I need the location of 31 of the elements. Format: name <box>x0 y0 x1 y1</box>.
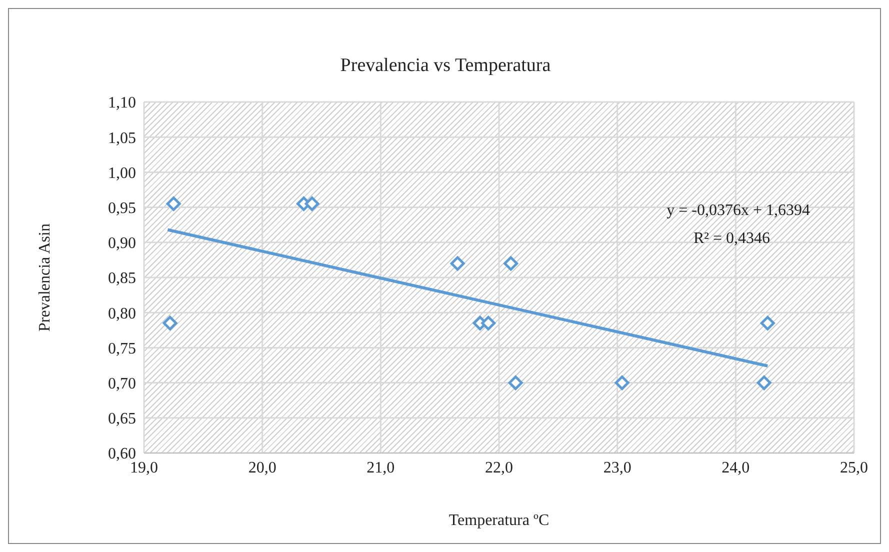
y-tick-label: 0,80 <box>108 305 136 322</box>
y-tick-label: 1,05 <box>108 130 136 147</box>
chart-title: Prevalencia vs Temperatura <box>339 55 552 77</box>
x-tick-label: 25,0 <box>840 459 868 476</box>
point <box>760 316 775 330</box>
x-tick-label: 22,0 <box>485 459 513 476</box>
y-tick-label: 0,90 <box>108 235 136 252</box>
y-tick-label: 0,85 <box>108 270 136 288</box>
annotation: R² = 0,4346 <box>694 230 770 248</box>
x-tick-label: 24,0 <box>722 459 750 476</box>
x-tick-label: 20,0 <box>248 459 276 476</box>
x-axis-title: Temperatura ºC <box>448 512 550 529</box>
point <box>504 256 518 271</box>
point <box>508 376 523 390</box>
annotation: y = -0,0376x + 1,6394 <box>666 202 810 220</box>
y-tick-label: 0,65 <box>108 410 136 428</box>
x-tick-label: 23,0 <box>603 459 632 476</box>
point <box>166 196 181 212</box>
point <box>304 196 320 212</box>
y-tick-label: 0,75 <box>108 340 136 358</box>
y-tick-label: 0,70 <box>108 375 136 392</box>
y-tick-label: 1,10 <box>108 94 136 112</box>
point <box>481 316 496 330</box>
point <box>450 256 465 271</box>
x-tick-label: 21,0 <box>366 459 395 476</box>
point <box>614 376 630 390</box>
point <box>756 376 772 390</box>
y-tick-label: 0,95 <box>108 200 136 217</box>
y-axis-title: Prevalencia Asin <box>36 224 54 332</box>
point <box>162 316 178 330</box>
y-tick-label: 1,00 <box>108 164 136 182</box>
